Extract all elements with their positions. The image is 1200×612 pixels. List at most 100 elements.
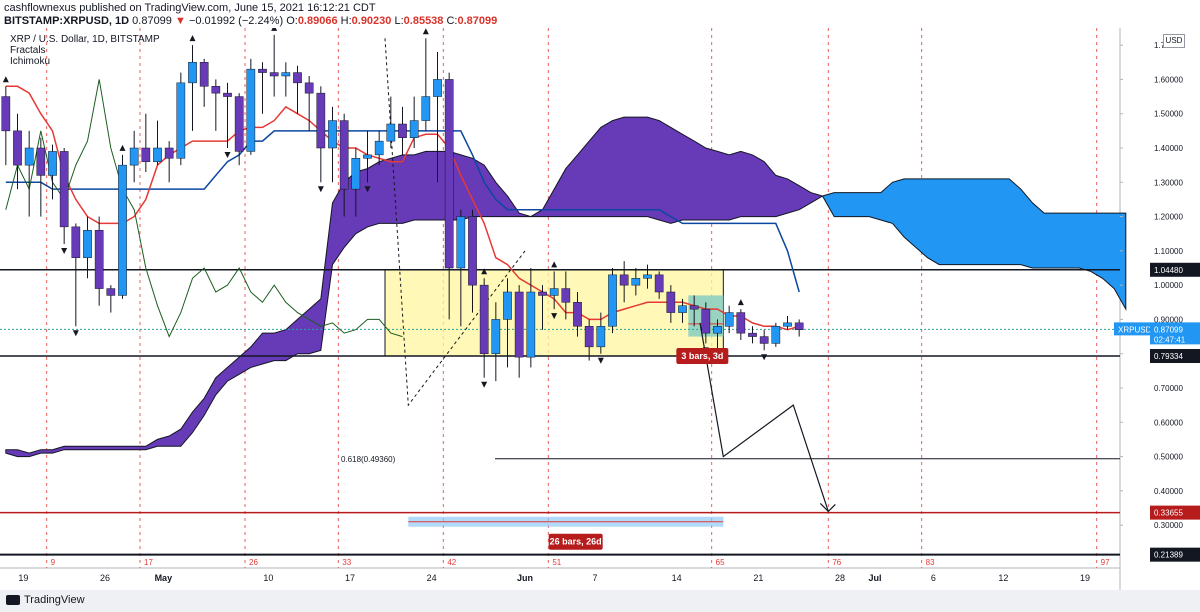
candle-body [421,96,431,121]
price-tick-label: 0.70000 [1154,384,1183,393]
candle-body [246,68,256,152]
time-tick-label: 12 [998,573,1008,583]
fractal-up-icon [271,28,278,31]
candle-body [293,72,302,84]
price-tick-label: 0.90000 [1154,315,1183,324]
time-tick-label: 7 [592,573,597,583]
fractal-up-icon [481,268,488,275]
candle-body [526,291,536,358]
candle-body [736,312,746,334]
ohlc-open: 0.89066 [297,15,338,27]
fractal-up-icon [119,144,126,151]
candle-body [433,79,442,97]
current-symbol-bg [1114,322,1150,336]
candle-body [258,68,267,73]
fractal-up-icon [189,35,196,42]
quote-line: BITSTAMP:XRPUSD, 1D 0.87099 ▼ −0.01992 (… [4,15,498,27]
projection-arrowhead-icon [819,503,836,513]
candle-body [643,274,652,279]
candle-body [1,96,11,132]
candle-body [269,72,279,77]
candle-body [584,326,594,348]
candle-body [748,332,757,337]
candle-body [783,322,792,327]
range-tool-label: 26 bars, 26d [550,537,602,547]
fractal-down-icon [72,330,79,337]
candle-body [118,164,127,296]
candle-body [13,130,22,166]
session-marker-label: 9 [51,558,56,567]
symbol-label: BITSTAMP:XRPUSD, 1D [4,15,130,27]
time-tick-label: 26 [100,573,110,583]
candle-body [514,291,524,358]
candle-body [456,216,466,269]
session-marker-label: 33 [342,558,351,567]
session-marker-label: 42 [447,558,456,567]
candle-body [549,288,559,296]
price-tick-label: 0.30000 [1154,521,1183,530]
price-tick-label: 1.50000 [1154,110,1183,119]
legend-indicator-ichimoku[interactable]: Ichimoku [10,56,51,67]
candle-body [479,284,489,354]
candle-body [48,151,57,176]
time-tick-label: 19 [18,573,28,583]
candle-body [794,322,804,330]
time-tick-label: 6 [931,573,936,583]
legend-indicator-fractals[interactable]: Fractals [10,45,46,56]
time-tick-label: 10 [263,573,273,583]
candle-body [211,86,221,94]
candle-body [701,308,711,334]
time-tick-label: 14 [672,573,682,583]
candle-body [328,120,337,149]
price-label: 0.33655 [1154,509,1183,518]
price-label: 1.04480 [1154,266,1183,275]
candle-body [561,288,571,303]
price-label-bg [1150,505,1200,520]
fractal-up-icon [551,261,558,268]
price-tick-label: 0.40000 [1154,487,1183,496]
candle-body [223,92,232,97]
candle-body [164,147,174,159]
candle-body [503,291,512,320]
candle-body [339,120,349,190]
ichimoku-cloud-bearish [5,116,824,458]
candle-body [281,72,291,77]
time-tick-label: 28 [835,573,845,583]
range-tool-label-bg [548,533,603,550]
price-tick-label: 1.30000 [1154,178,1183,187]
session-marker-label: 26 [249,558,258,567]
fractal-down-icon [551,313,558,320]
candle-body [573,302,582,327]
fractal-down-icon [317,186,324,193]
chart-header: cashflownexus published on TradingView.c… [0,0,1200,28]
candle-body [83,230,92,258]
candle-body [759,336,769,344]
ohlc-close: 0.87099 [457,15,498,27]
currency-button[interactable]: USD [1163,34,1185,48]
tradingview-logo[interactable]: TradingView [6,594,85,606]
current-symbol-label: XRPUSD [1118,325,1152,334]
candle-body [94,230,104,289]
candle-body [141,147,151,162]
time-tick-label: 17 [345,573,355,583]
ohlc-low: 0.85538 [403,15,444,27]
time-tick-label: 24 [427,573,437,583]
price-label: 0.50000 [1154,453,1183,462]
candle-body [304,82,314,94]
fractal-down-icon [61,248,68,254]
candle-body [24,147,34,166]
fractal-down-icon [761,354,768,361]
candle-body [59,151,69,228]
price-chart[interactable]: 9 17 26 33 42 51 65 76 83 970.618(0.49360)3 bars,… [0,28,1200,590]
candle-body [176,82,186,159]
candle-body [608,274,617,327]
price-label-bg [1150,547,1200,562]
candle-body [444,79,454,269]
chikou-span-line [5,79,403,338]
candle-body [409,120,419,138]
candle-body [724,312,734,327]
candle-body [316,92,326,149]
tradingview-logo-icon [6,595,20,605]
price-change: −0.01992 (−2.24%) [188,15,284,27]
candle-body [771,326,781,344]
